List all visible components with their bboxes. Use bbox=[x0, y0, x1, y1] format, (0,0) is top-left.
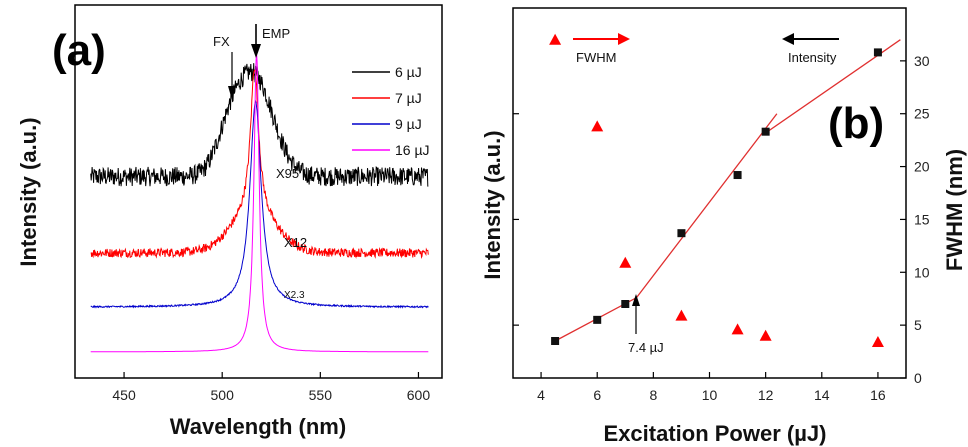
fwhm-point bbox=[759, 329, 772, 341]
x-tick-label: 500 bbox=[211, 387, 235, 403]
panel-b-label: (b) bbox=[828, 99, 884, 148]
x-tick-label: 450 bbox=[112, 387, 136, 403]
emp-annotation: EMP bbox=[262, 26, 290, 41]
panel-b-fit-lines bbox=[554, 39, 901, 342]
legend-label-7uj: 7 µJ bbox=[395, 90, 422, 106]
panel-b: (b) 4 6 8 10 12 14 16 0 5 10 15 20 25 30 Excitation … bbox=[480, 7, 967, 446]
panel-a-spectra bbox=[90, 53, 429, 353]
right-y-tick-label: 0 bbox=[914, 370, 922, 386]
fwhm-point bbox=[549, 33, 562, 45]
right-y-tick-label: 5 bbox=[914, 317, 922, 333]
fx-annotation: FX bbox=[213, 34, 230, 49]
legend-label-6uj: 6 µJ bbox=[395, 64, 422, 80]
panel-b-right-y-ticks: 0 5 10 15 20 25 30 bbox=[900, 53, 930, 386]
fwhm-legend-label: FWHM bbox=[576, 50, 616, 65]
panel-a-x-ticks: 450 500 550 600 bbox=[112, 372, 430, 403]
legend-label-16uj: 16 µJ bbox=[395, 142, 430, 158]
intensity-point bbox=[733, 171, 742, 180]
panel-b-left-y-ticks bbox=[513, 113, 519, 326]
threshold-label: 7.4 µJ bbox=[628, 340, 664, 355]
panel-b-points bbox=[549, 33, 884, 348]
panel-a: (a) 450 500 550 600 Wavelength (nm) Intensi… bbox=[16, 4, 443, 439]
x-tick-label: 600 bbox=[407, 387, 431, 403]
panel-b-frame bbox=[512, 7, 907, 379]
intensity-point bbox=[761, 127, 770, 136]
threshold-arrow-head bbox=[632, 294, 640, 306]
panel-a-legend: 6 µJ 7 µJ 9 µJ 16 µJ bbox=[352, 64, 430, 158]
x-tick-label: 4 bbox=[537, 387, 545, 403]
panel-b-x-axis-label: Excitation Power (µJ) bbox=[604, 421, 827, 446]
x-tick-label: 8 bbox=[649, 387, 657, 403]
spectrum-6uj bbox=[90, 63, 429, 187]
fwhm-point bbox=[591, 120, 604, 132]
x-tick-label: 550 bbox=[309, 387, 333, 403]
right-y-tick-label: 20 bbox=[914, 159, 930, 175]
multiplier-label-x2-3: X2.3 bbox=[284, 290, 305, 301]
x-tick-label: 10 bbox=[702, 387, 718, 403]
spectrum-16uj bbox=[90, 53, 429, 353]
x-tick-label: 12 bbox=[758, 387, 774, 403]
panel-b-right-y-axis-label: FWHM (nm) bbox=[942, 149, 967, 271]
intensity-point bbox=[593, 315, 602, 324]
x-tick-label: 16 bbox=[870, 387, 886, 403]
panel-a-y-axis-label: Intensity (a.u.) bbox=[16, 117, 41, 266]
right-y-tick-label: 10 bbox=[914, 264, 930, 280]
right-y-tick-label: 15 bbox=[914, 211, 930, 227]
x-tick-label: 14 bbox=[814, 387, 830, 403]
multiplier-label-x95: X95 bbox=[276, 166, 299, 181]
intensity-point bbox=[677, 229, 686, 238]
spectrum-7uj bbox=[90, 68, 429, 260]
fx-arrow-head bbox=[228, 86, 236, 100]
x-tick-label: 6 bbox=[593, 387, 601, 403]
right-y-tick-label: 25 bbox=[914, 106, 930, 122]
fwhm-point bbox=[731, 323, 744, 335]
intensity-point bbox=[873, 48, 882, 57]
intensity-point bbox=[551, 337, 560, 345]
right-y-tick-label: 30 bbox=[914, 53, 930, 69]
multiplier-label-x12: X12 bbox=[284, 235, 307, 250]
spectrum-9uj bbox=[90, 100, 429, 309]
intensity-point bbox=[621, 300, 630, 308]
panel-b-x-ticks: 4 6 8 10 12 14 16 bbox=[537, 372, 886, 403]
intensity-arrow-icon bbox=[782, 33, 839, 45]
panel-a-label: (a) bbox=[52, 26, 106, 75]
panel-a-frame bbox=[74, 4, 443, 379]
fwhm-point bbox=[675, 309, 688, 321]
intensity-legend-label: Intensity bbox=[788, 50, 837, 65]
emp-arrow-head bbox=[251, 44, 261, 58]
panel-b-left-y-axis-label: Intensity (a.u.) bbox=[480, 130, 505, 279]
legend-label-9uj: 9 µJ bbox=[395, 116, 422, 132]
panel-a-x-axis-label: Wavelength (nm) bbox=[170, 414, 346, 439]
fwhm-point bbox=[619, 256, 632, 268]
fwhm-point bbox=[871, 336, 884, 348]
fit-line bbox=[635, 113, 778, 299]
fwhm-arrow-icon bbox=[573, 33, 630, 45]
